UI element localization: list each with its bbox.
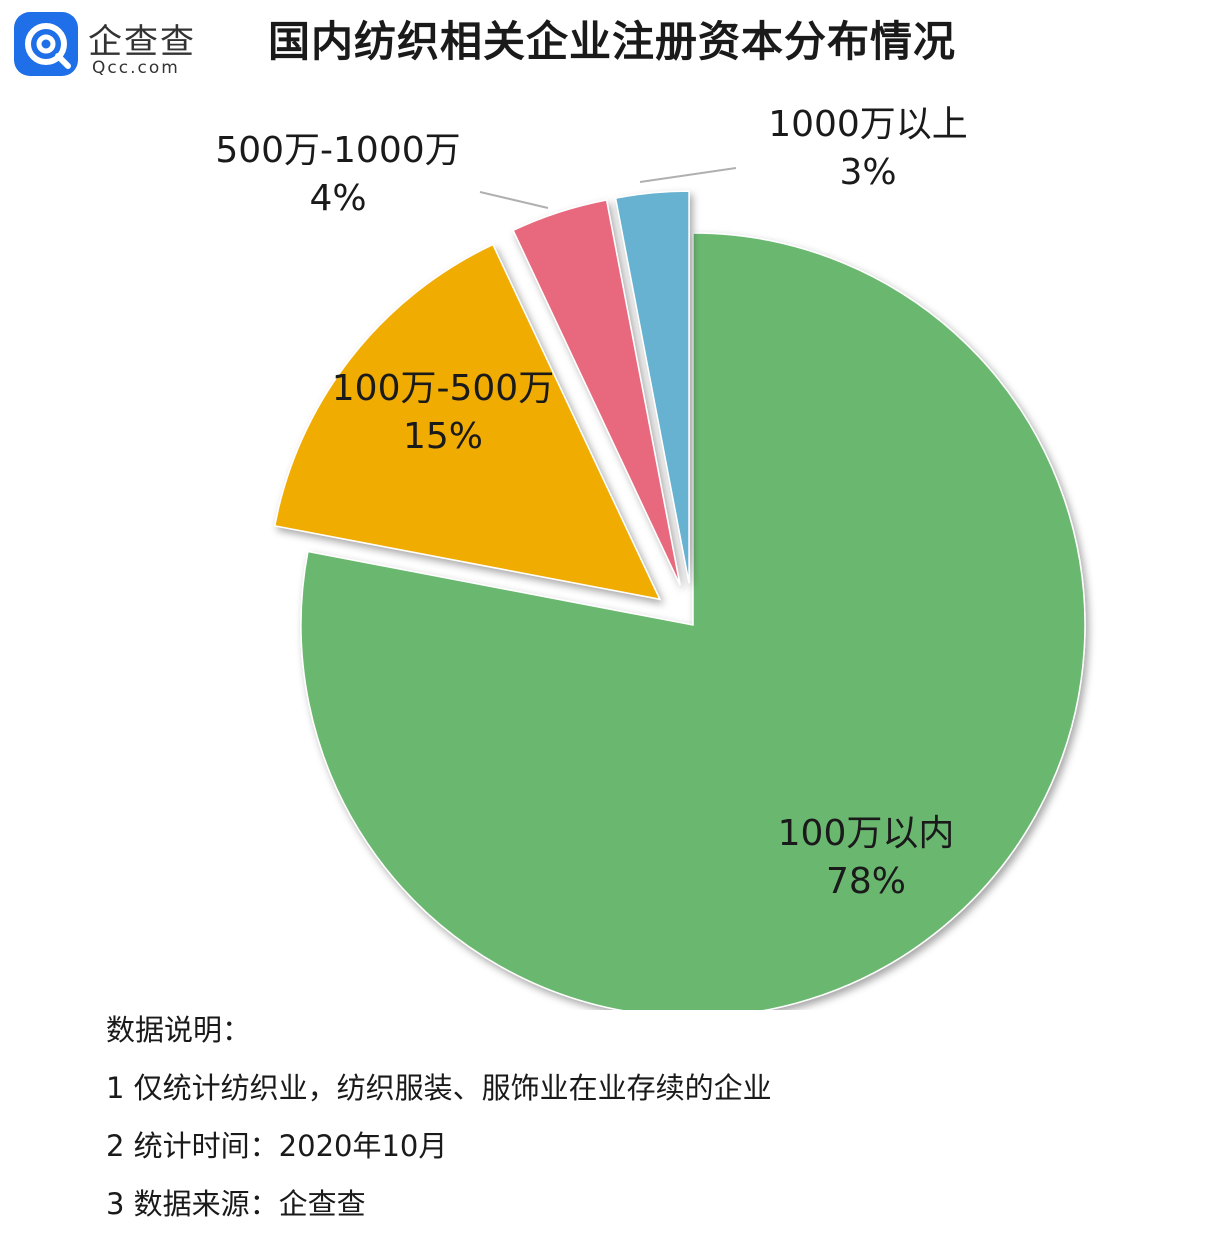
slice-category-label: 100万以内: [778, 813, 955, 854]
chart-title: 国内纺织相关企业注册资本分布情况: [268, 17, 957, 66]
brand-name-cn: 企查查: [88, 22, 196, 62]
note-item: 2 统计时间：2020年10月: [106, 1129, 448, 1163]
note-item: 1 仅统计纺织业，纺织服装、服饰业在业存续的企业: [106, 1071, 772, 1105]
brand-logo: 企查查 Qcc.com: [12, 10, 212, 80]
data-notes: 数据说明： 1 仅统计纺织业，纺织服装、服饰业在业存续的企业 2 统计时间：20…: [106, 1008, 772, 1240]
leader-line: [639, 167, 737, 183]
pie-slice: [300, 232, 1086, 1010]
leader-line: [479, 191, 549, 209]
slice-value-label: 3%: [839, 152, 896, 193]
pie-slice: [512, 199, 681, 586]
pie-slice: [273, 243, 662, 601]
qcc-logo-icon: [14, 12, 78, 76]
pie-slice: [614, 190, 690, 584]
slice-category-label: 1000万以上: [768, 104, 968, 145]
slice-value-label: 15%: [403, 416, 483, 457]
slice-value-label: 78%: [826, 861, 906, 902]
slice-category-label: 500万-1000万: [215, 130, 460, 171]
notes-heading: 数据说明：: [106, 1013, 252, 1047]
pie-chart: 100万以内 78% 100万-500万 15% 500万-1000万 4% 1000万以上…: [215, 104, 1086, 1010]
slice-value-label: 4%: [309, 178, 366, 219]
brand-name-en: Qcc.com: [92, 58, 180, 78]
note-item: 3 数据来源：企查查: [106, 1187, 366, 1221]
slice-category-label: 100万-500万: [332, 368, 554, 409]
